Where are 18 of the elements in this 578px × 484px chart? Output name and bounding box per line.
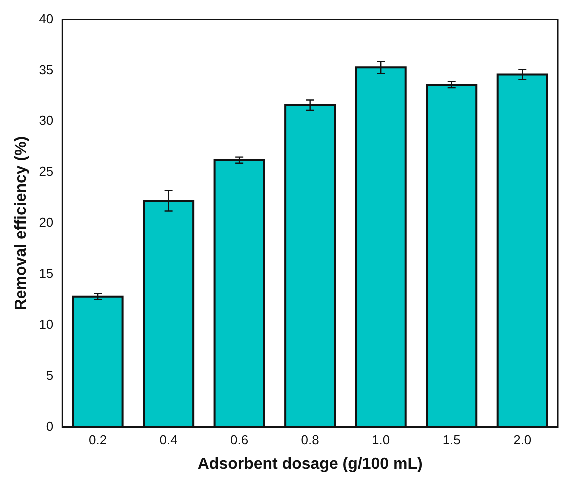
x-tick-label: 0.8 <box>301 432 320 448</box>
y-tick-label: 10 <box>39 316 54 332</box>
y-tick-label: 30 <box>39 113 54 128</box>
x-tick-label: 1.0 <box>372 432 390 448</box>
x-tick-label: 2.0 <box>514 432 532 448</box>
x-tick-label: 0.6 <box>230 432 249 448</box>
x-tick-label: 0.2 <box>89 432 108 448</box>
y-tick-label: 15 <box>39 266 54 282</box>
x-tick-label: 1.5 <box>442 432 461 448</box>
y-axis-title: Removal efficiency (%) <box>13 136 30 311</box>
y-tick-label: 0 <box>46 418 54 434</box>
x-axis-title: Adsorbent dosage (g/100 mL) <box>198 456 423 473</box>
y-tick-label: 20 <box>39 215 54 230</box>
y-tick-label: 35 <box>39 62 54 78</box>
y-tick-label: 25 <box>39 164 54 180</box>
y-tick-label: 5 <box>46 368 54 383</box>
y-tick-label: 40 <box>39 11 54 26</box>
x-tick-label: 0.4 <box>160 432 178 448</box>
